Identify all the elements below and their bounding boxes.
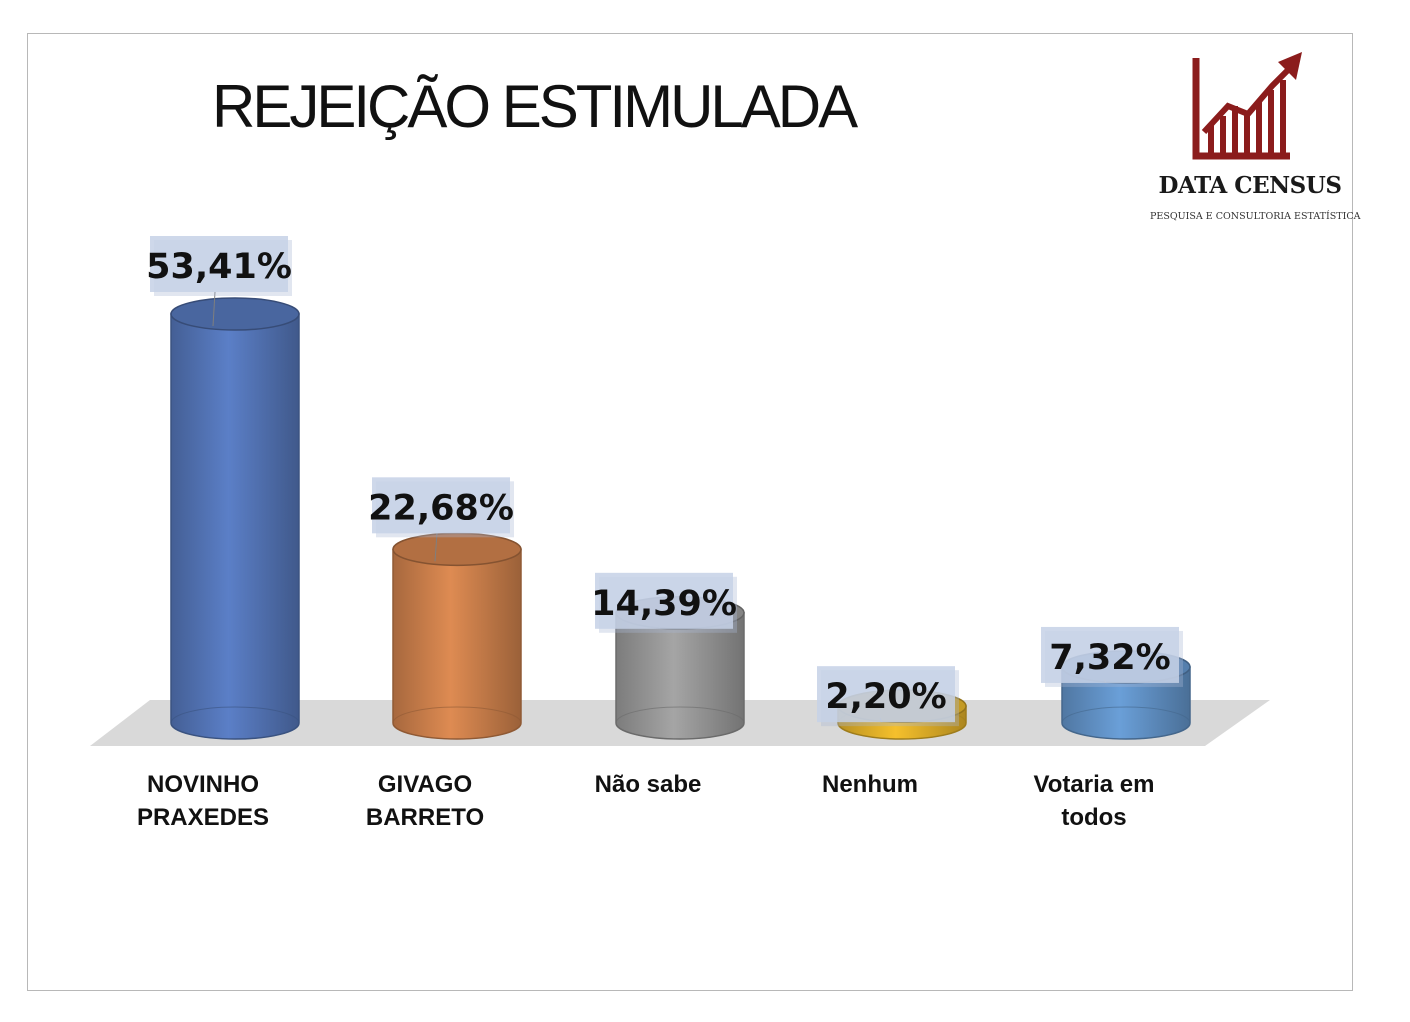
category-label: Nenhum (822, 771, 918, 798)
category-label: PRAXEDES (137, 804, 269, 831)
bar-body (392, 548, 522, 740)
logo-name: DATA CENSUS (1158, 172, 1342, 199)
bar-base (392, 706, 522, 740)
data-label-box (150, 236, 288, 292)
category-label: NOVINHO (147, 771, 259, 798)
category-label: todos (1061, 804, 1126, 831)
chart-growth-logo-icon (1192, 52, 1302, 160)
bar (170, 297, 300, 740)
bar-top (392, 532, 522, 567)
data-label-box (817, 666, 955, 723)
bar-base (1061, 706, 1191, 740)
bar-top (170, 297, 300, 331)
data-label: 14,39% (591, 584, 737, 624)
data-label: 2,20% (825, 677, 946, 717)
category-label: GIVAGO (378, 771, 472, 798)
category-label: Não sabe (595, 771, 702, 798)
data-label: 53,41% (146, 247, 292, 287)
data-label-box (1041, 626, 1179, 683)
bar-body (170, 313, 300, 740)
data-label-box (372, 477, 510, 534)
bar-base (170, 706, 300, 740)
company-logo: DATA CENSUS PESQUISA E CONSULTORIA ESTAT… (1150, 50, 1361, 230)
data-label-leader (212, 291, 216, 327)
chart-title: REJEIÇÃO ESTIMULADA (212, 73, 858, 140)
data-label-leader (434, 533, 438, 562)
bar-base (615, 706, 745, 740)
data-label: 7,32% (1049, 638, 1170, 678)
bar (392, 532, 522, 740)
logo-tagline: PESQUISA E CONSULTORIA ESTATÍSTICA (1150, 211, 1361, 222)
category-label: BARRETO (366, 804, 484, 831)
category-label: Votaria em (1034, 771, 1155, 798)
data-label: 22,68% (368, 488, 514, 528)
data-label-box (595, 572, 733, 629)
